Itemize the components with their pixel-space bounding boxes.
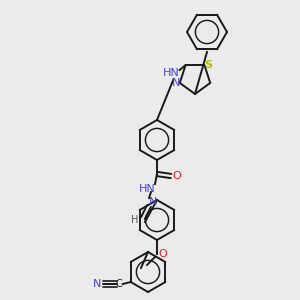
Text: N: N (92, 279, 101, 289)
Text: S: S (204, 60, 212, 70)
Text: C: C (115, 279, 122, 289)
Text: H: H (131, 215, 139, 225)
Text: HN: HN (139, 184, 155, 194)
Text: N: N (172, 78, 180, 88)
Text: O: O (172, 171, 182, 181)
Text: O: O (159, 249, 167, 259)
Text: HN: HN (163, 68, 180, 78)
Text: N: N (149, 197, 157, 207)
